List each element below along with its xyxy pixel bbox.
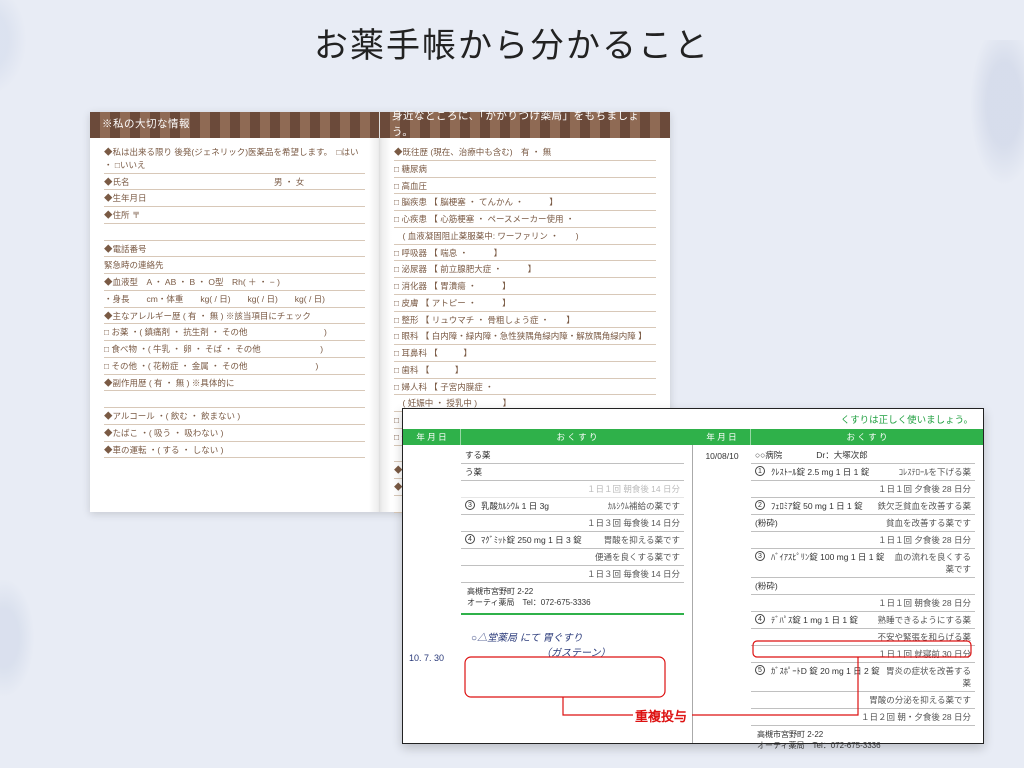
notebook-line: □ 耳鼻科 【 】 <box>394 345 656 362</box>
notebook-line: □ 消化器 【 胃潰瘍 ・ 】 <box>394 278 656 295</box>
notebook-line: □ 泌尿器 【 前立腺肥大症 ・ 】 <box>394 261 656 278</box>
hospital-doctor: ○○病院 Dr：大塚次郎 <box>755 449 868 461</box>
notebook-line: ◆既往歴 (現在、治療中も含む) 有 ・ 無 <box>394 144 656 161</box>
med-row: １日１回 夕食後 28 日分 <box>751 532 975 549</box>
pharmacy-tel: オーティ薬局 Tel：072-675-3336 <box>757 741 969 752</box>
notebook-line: □ 糖尿病 <box>394 161 656 178</box>
med-row: 3ﾊﾞｲｱｽﾋﾟﾘﾝ錠 100 mg 1 日 1 錠血の流れを良くする薬です <box>751 549 975 578</box>
med-row: 4ﾃﾞﾊﾟｽ錠 1 mg 1 日 1 錠熟睡できるようにする薬 <box>751 612 975 629</box>
notebook-line <box>104 391 365 408</box>
notebook-line: □ 呼吸器 【 喘息 ・ 】 <box>394 245 656 262</box>
sheet-toptext: くすりは正しく使いましょう。 <box>403 409 983 429</box>
notebook-line: ( 血液凝固阻止薬服薬中: ワーファリン ・ ) <box>394 228 656 245</box>
sheet-left-column: する薬う薬１日１回 朝食後 14 日分3乳酸ｶﾙｼｳﾑ 1 日 3gｶﾙｼｳﾑ補… <box>403 445 693 743</box>
handwritten-note: ○△堂薬局 にて 胃ぐすり <box>471 629 678 644</box>
notebook-line: 緊急時の連絡先 <box>104 257 365 274</box>
notebook-line: ◆主なアレルギー歴 ( 有 ・ 無 ) ※該当項目にチェック <box>104 308 365 325</box>
notebook-line: ◆血液型 A ・ AB ・ B ・ O型 Rh( ＋ ・ − ) <box>104 274 365 291</box>
notebook-line: ・身長 cm・体重 kg( / 日) kg( / 日) kg( / 日) <box>104 291 365 308</box>
med-row: １日１回 就寝前 30 日分 <box>751 646 975 663</box>
med-row: する薬 <box>461 447 684 464</box>
notebook-line: ◆氏名 男 ・ 女 <box>104 174 365 191</box>
med-row: 2ﾌｪﾛﾐｱ錠 50 mg 1 日 1 錠鉄欠乏貧血を改善する薬 <box>751 498 975 515</box>
med-row: (粉砕) <box>751 578 975 595</box>
med-row: １日１回 夕食後 28 日分 <box>751 481 975 498</box>
med-row: 1ｸﾚｽﾄｰﾙ錠 2.5 mg 1 日 1 錠ｺﾚｽﾃﾛｰﾙを下げる薬 <box>751 464 975 481</box>
med-row: １日１回 朝食後 28 日分 <box>751 595 975 612</box>
pharmacy-address: 高槻市宮野町 2-22 <box>757 730 969 741</box>
notebook-line: □ 眼科 【 白内障・緑内障・急性狭隅角緑内障・解放隅角緑内障 】 <box>394 328 656 345</box>
notebook-line: □ 整形 【 リュウマチ ・ 骨粗しょう症 ・ 】 <box>394 312 656 329</box>
notebook-right-header: 身近なところに、「かかりつけ薬局」をもちましょう。 <box>380 112 670 138</box>
med-row: １日１回 朝食後 14 日分 <box>461 481 684 498</box>
med-row: 胃酸の分泌を抑える薬です <box>751 692 975 709</box>
notebook-line: □ その他 ・( 花粉症 ・ 金属 ・ その他 ) <box>104 358 365 375</box>
pharmacy-address: 高槻市宮野町 2-22 <box>467 587 678 598</box>
handwritten-date: 10. 7. 30 <box>409 653 444 663</box>
notebook-line: ◆副作用歴 ( 有 ・ 無 ) ※具体的に <box>104 375 365 392</box>
notebook-line: ◆たばこ ・( 吸う ・ 吸わない ) <box>104 425 365 442</box>
notebook-line: ◆電話番号 <box>104 241 365 258</box>
med-row: う薬 <box>461 464 684 481</box>
notebook-line: ◆生年月日 <box>104 190 365 207</box>
notebook-line: □ 歯科 【 】 <box>394 362 656 379</box>
notebook-line: ◆アルコール ・( 飲む ・ 飲まない ) <box>104 408 365 425</box>
notebook-line: □ 婦人科 【 子宮内膜症 ・ <box>394 379 656 396</box>
med-row: １日３回 毎食後 14 日分 <box>461 515 684 532</box>
med-row: (粉砕)貧血を改善する薬です <box>751 515 975 532</box>
notebook-line: □ 高血圧 <box>394 178 656 195</box>
med-row: 不安や緊張を和らげる薬 <box>751 629 975 646</box>
sheet-header: 年 月 日 お く す り 年 月 日 お く す り <box>403 429 983 445</box>
notebook-line: □ 食べ物 ・( 牛乳 ・ 卵 ・ そば ・ その他 ) <box>104 341 365 358</box>
notebook-line: □ 脳疾患 【 脳梗塞 ・ てんかん ・ 】 <box>394 194 656 211</box>
pharmacy-tel: オーティ薬局 Tel：072-675-3336 <box>467 598 678 609</box>
med-row: 4ﾏｸﾞﾐｯﾄ錠 250 mg 1 日 3 錠胃酸を抑える薬です <box>461 532 684 549</box>
notebook-line: ◆車の運転 ・( する ・ しない ) <box>104 442 365 459</box>
med-row: 5ｶﾞｽﾎﾟｰﾄD 錠 20 mg 1 日 2 錠胃炎の症状を改善する薬 <box>751 663 975 692</box>
med-row: 3乳酸ｶﾙｼｳﾑ 1 日 3gｶﾙｼｳﾑ補給の薬です <box>461 498 684 515</box>
notebook-line: □ 皮膚 【 アトピー ・ 】 <box>394 295 656 312</box>
med-row: 便通を良くする薬です <box>461 549 684 566</box>
med-row: １日３回 毎食後 14 日分 <box>461 566 684 583</box>
record-date: 10/08/10 <box>693 447 751 756</box>
notebook-line: ◆住所 〒 <box>104 207 365 224</box>
bg-wash <box>0 568 40 708</box>
med-row: １日２回 朝・夕食後 28 日分 <box>751 709 975 726</box>
notebook-line <box>104 224 365 241</box>
page-title: お薬手帳から分かること <box>0 18 1024 67</box>
prescription-sheet: くすりは正しく使いましょう。 年 月 日 お く す り 年 月 日 お く す… <box>402 408 984 744</box>
notebook-page-left: ※私の大切な情報 ◆私は出来る限り 後発(ジェネリック)医薬品を希望します。 □… <box>90 112 380 512</box>
sheet-right-column: 10/08/10 ○○病院 Dr：大塚次郎 1ｸﾚｽﾄｰﾙ錠 2.5 mg 1 … <box>693 445 983 743</box>
notebook-line: ◆私は出来る限り 後発(ジェネリック)医薬品を希望します。 □はい ・ □いいえ <box>104 144 365 174</box>
notebook-line: □ 心疾患 【 心筋梗塞 ・ ペースメーカー使用 ・ <box>394 211 656 228</box>
notebook-line: □ お薬 ・( 鎮痛剤 ・ 抗生剤 ・ その他 ) <box>104 324 365 341</box>
notebook-left-header: ※私の大切な情報 <box>90 112 379 138</box>
